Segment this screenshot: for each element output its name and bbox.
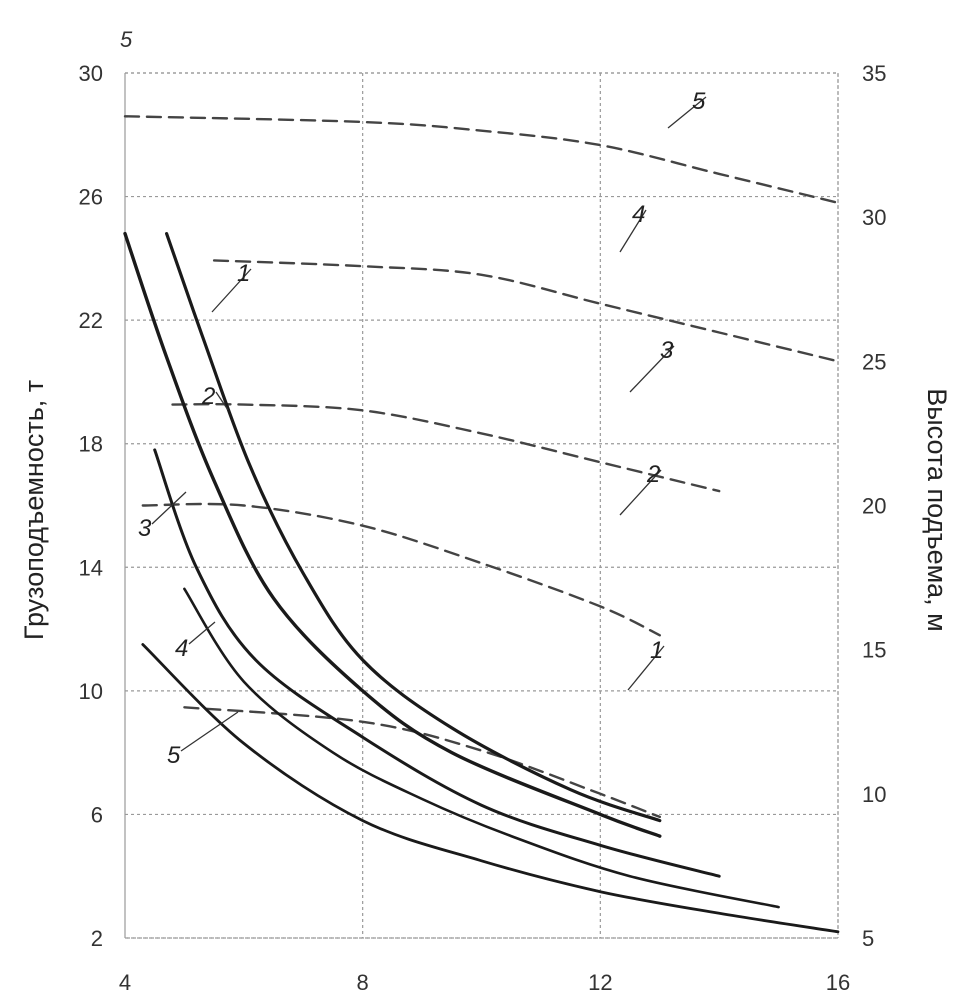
y-right-tick-label: 5: [862, 926, 874, 951]
x-tick-label: 8: [357, 970, 369, 995]
capacity-label-4-leader: [188, 621, 216, 645]
y-left-tick-label: 2: [91, 926, 103, 951]
y-right-tick-label: 25: [862, 349, 886, 374]
height-label-3: 3: [660, 337, 674, 364]
y-left-tick-label: 10: [79, 679, 103, 704]
capacity-label-5-leader: [180, 711, 239, 752]
x-tick-label: 12: [588, 970, 612, 995]
height-curve-2: [141, 502, 661, 637]
y-right-axis-title: Высота подъема, м: [922, 388, 952, 631]
y-right-tick-label: 35: [862, 61, 886, 86]
height-curve-3: [171, 402, 721, 493]
height-label-4-leader: [619, 209, 647, 253]
y-left-tick-label: 18: [79, 432, 103, 457]
capacity-curve-1: [165, 232, 662, 823]
curve-labels: 1 2 3 4 5 1 2 3 4 5: [138, 88, 707, 769]
height-label-3-leader: [629, 345, 675, 393]
y-left-axis-title: Грузоподъемность, т: [19, 380, 49, 640]
y-left-tick-label: 22: [79, 308, 103, 333]
y-left-tick-label: 30: [79, 61, 103, 86]
height-curve-1: [183, 706, 661, 819]
capacity-curve-5: [141, 643, 840, 934]
height-label-1-leader: [627, 645, 665, 691]
grid: [124, 72, 839, 939]
y-left-tick-label: 6: [91, 802, 103, 827]
capacity-curve-3: [153, 448, 721, 878]
height-label-5-leader: [667, 96, 707, 129]
capacity-curve-4: [183, 587, 780, 909]
capacity-label-1: 1: [237, 260, 250, 287]
y-right-tick-label: 30: [862, 205, 886, 230]
y-left-tick-label: 14: [79, 555, 103, 580]
height-label-4: 4: [632, 201, 645, 228]
x-tick-label: 4: [119, 970, 131, 995]
height-label-1: 1: [650, 637, 663, 664]
x-tick-label: 16: [826, 970, 850, 995]
capacity-label-2-leader: [215, 391, 229, 411]
capacity-curves: [123, 231, 840, 934]
capacity-label-3-leader: [151, 491, 187, 525]
capacity-label-3: 3: [138, 515, 152, 542]
height-label-2-leader: [619, 469, 662, 516]
y-right-tick-label: 20: [862, 494, 886, 519]
height-curves: [123, 115, 840, 819]
capacity-curve-2: [123, 231, 662, 838]
capacity-label-5: 5: [167, 742, 181, 769]
capacity-label-4: 4: [175, 635, 188, 662]
capacity-label-2: 2: [201, 383, 215, 410]
height-label-5: 5: [692, 88, 706, 115]
capacity-label-1-leader: [211, 268, 252, 313]
height-curve-4: [212, 259, 840, 363]
y-right-tick-label: 10: [862, 782, 886, 807]
height-curve-5: [123, 115, 840, 204]
height-label-2: 2: [646, 461, 660, 488]
y-right-tick-label: 15: [862, 638, 886, 663]
y-left-tick-label: 26: [79, 185, 103, 210]
top-left-label: 5: [120, 27, 133, 52]
